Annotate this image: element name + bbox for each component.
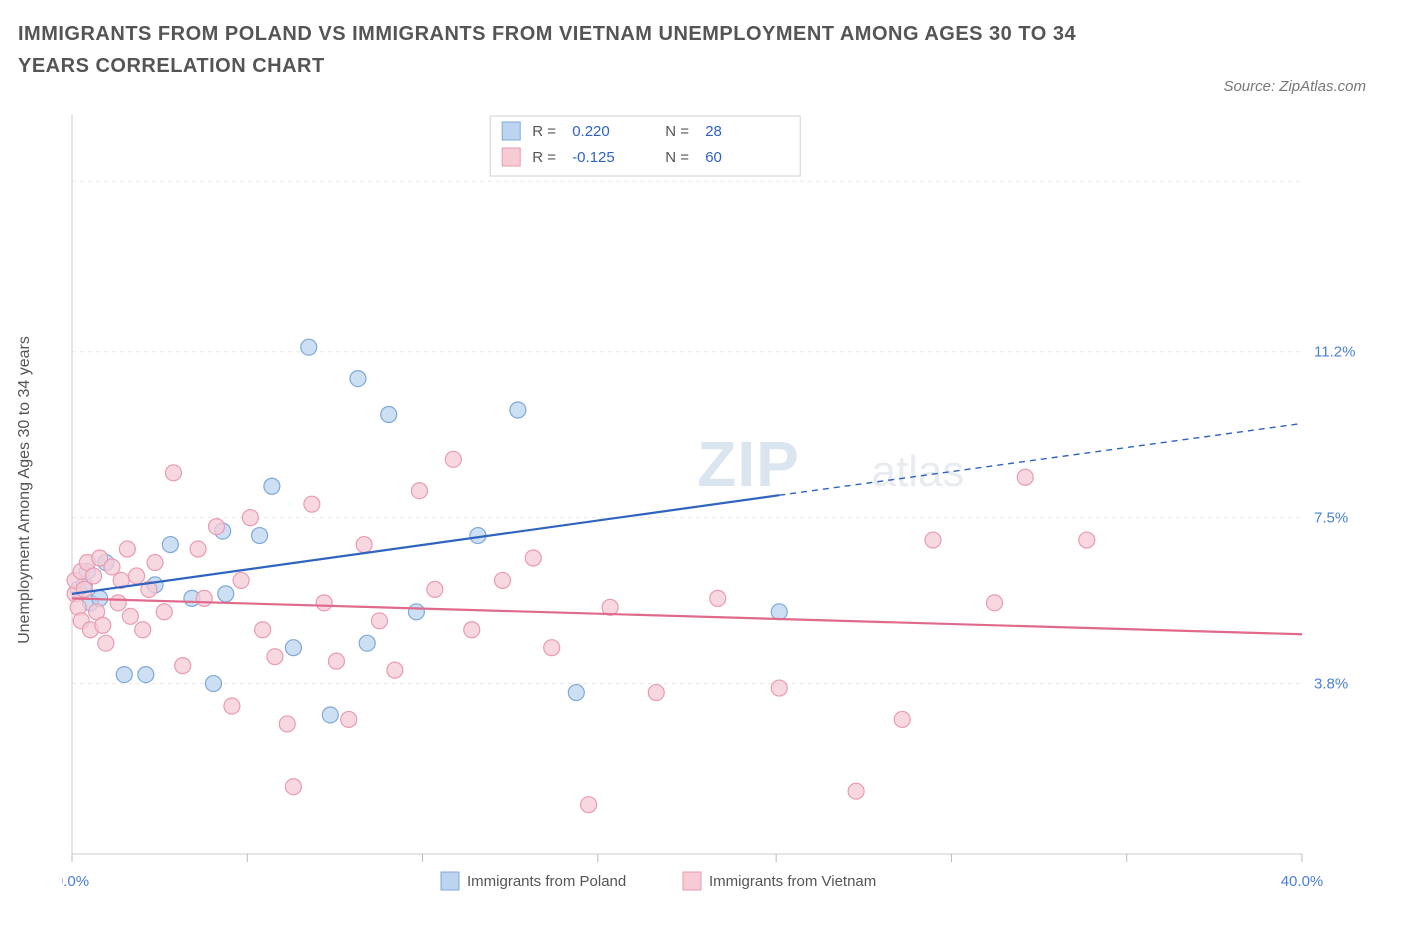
data-point-vietnam [525,550,541,566]
data-point-vietnam [279,716,295,732]
data-point-vietnam [104,559,120,575]
data-point-vietnam [175,658,191,674]
y-axis-label: Unemployment Among Ages 30 to 34 years [16,110,34,870]
data-point-vietnam [987,595,1003,611]
data-point-vietnam [495,572,511,588]
data-point-vietnam [110,595,126,611]
data-point-vietnam [372,613,388,629]
watermark-sub: atlas [872,447,965,496]
data-point-vietnam [445,451,461,467]
stats-n-value-vietnam: 60 [705,149,722,166]
legend-label-vietnam: Immigrants from Vietnam [709,873,876,890]
data-point-poland [771,604,787,620]
data-point-vietnam [76,581,92,597]
data-point-poland [568,685,584,701]
data-point-poland [218,586,234,602]
data-point-poland [301,339,317,355]
legend-label-poland: Immigrants from Poland [467,873,626,890]
data-point-vietnam [129,568,145,584]
plot-svg: ZIP atlas 3.8% 7.5% 11.2% 0.0% 40.0% R = 0.220 N … [62,110,1382,910]
data-point-vietnam [196,590,212,606]
legend-swatch-vietnam [683,872,701,890]
watermark: ZIP [697,428,800,500]
data-point-poland [205,676,221,692]
data-point-poland [408,604,424,620]
data-point-vietnam [894,711,910,727]
data-point-vietnam [209,519,225,535]
data-point-vietnam [341,711,357,727]
data-point-vietnam [544,640,560,656]
stats-n-label: N = [665,149,689,166]
data-point-poland [285,640,301,656]
y-tick-label: 7.5% [1314,510,1348,527]
stats-r-label: R = [532,149,556,166]
data-point-vietnam [267,649,283,665]
data-point-poland [381,406,397,422]
stats-r-value-vietnam: -0.125 [572,149,615,166]
data-point-vietnam [119,541,135,557]
data-point-vietnam [122,608,138,624]
stats-swatch-vietnam [502,148,520,166]
data-point-vietnam [648,685,664,701]
data-point-vietnam [427,581,443,597]
data-point-vietnam [328,653,344,669]
stats-r-label: R = [532,123,556,140]
data-point-vietnam [255,622,271,638]
data-point-vietnam [1079,532,1095,548]
data-point-poland [510,402,526,418]
data-point-vietnam [135,622,151,638]
data-point-vietnam [316,595,332,611]
data-point-vietnam [156,604,172,620]
data-point-vietnam [95,617,111,633]
data-point-vietnam [387,662,403,678]
data-point-vietnam [581,797,597,813]
data-point-poland [162,537,178,553]
x-tick-label: 0.0% [62,873,89,890]
trend-line-poland-extrap [779,423,1302,495]
stats-r-value-poland: 0.220 [572,123,610,140]
y-tick-label: 11.2% [1314,344,1355,361]
data-point-vietnam [224,698,240,714]
data-point-poland [359,635,375,651]
data-point-vietnam [771,680,787,696]
data-point-vietnam [1017,469,1033,485]
data-point-poland [350,371,366,387]
source-credit: Source: ZipAtlas.com [1223,78,1366,95]
data-point-vietnam [411,483,427,499]
legend-swatch-poland [441,872,459,890]
data-point-poland [252,528,268,544]
stats-swatch-poland [502,122,520,140]
data-point-poland [138,667,154,683]
data-point-vietnam [356,537,372,553]
y-tick-label: 3.8% [1314,676,1348,693]
data-point-vietnam [848,783,864,799]
data-point-vietnam [233,572,249,588]
x-tick-label: 40.0% [1281,873,1324,890]
data-point-vietnam [242,510,258,526]
data-point-vietnam [710,590,726,606]
data-point-vietnam [464,622,480,638]
data-point-vietnam [925,532,941,548]
data-point-vietnam [190,541,206,557]
stats-n-value-poland: 28 [705,123,722,140]
data-point-vietnam [147,554,163,570]
data-point-poland [322,707,338,723]
data-point-vietnam [86,568,102,584]
scatter-plot: ZIPatlas3.8%7.5%11.2%0.0%40.0%R =0.220N … [62,110,1382,870]
data-point-vietnam [304,496,320,512]
data-point-vietnam [98,635,114,651]
data-point-poland [264,478,280,494]
data-point-vietnam [165,465,181,481]
data-point-poland [116,667,132,683]
data-point-vietnam [285,779,301,795]
chart-title: IMMIGRANTS FROM POLAND VS IMMIGRANTS FRO… [18,18,1118,82]
stats-n-label: N = [665,123,689,140]
